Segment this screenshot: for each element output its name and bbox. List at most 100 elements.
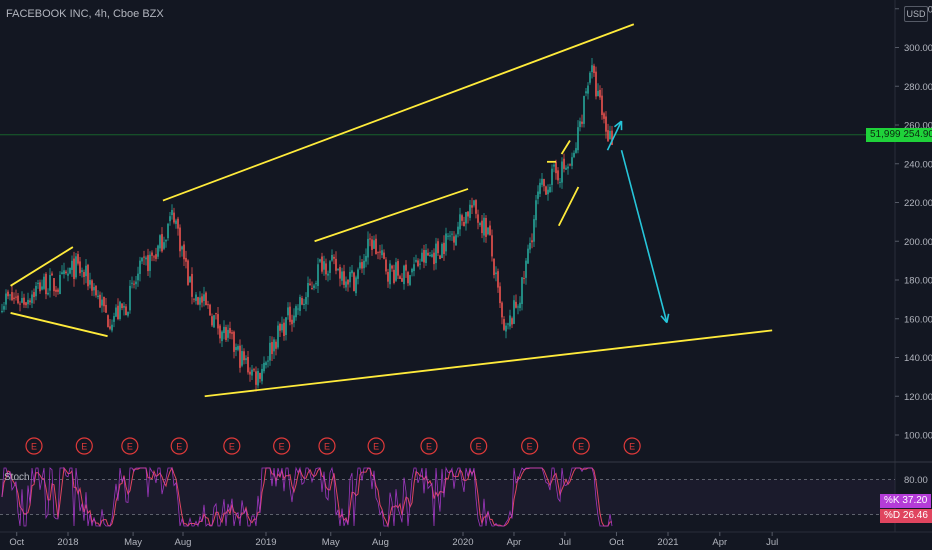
candle-body xyxy=(407,272,409,284)
candle-body xyxy=(447,235,449,237)
candle-body xyxy=(445,233,447,252)
candle-body xyxy=(311,288,313,290)
candle-body xyxy=(459,214,461,230)
candle-body xyxy=(121,303,123,309)
candle-body xyxy=(405,264,407,271)
earnings-marker-5 xyxy=(273,437,291,455)
candle-body xyxy=(481,220,483,234)
candle-body xyxy=(185,257,187,262)
candle-body xyxy=(47,292,49,295)
candle-body xyxy=(251,369,253,376)
candle-body xyxy=(533,219,535,242)
earnings-marker-0 xyxy=(25,437,43,455)
candle-body xyxy=(31,294,33,304)
candle-body xyxy=(289,306,291,322)
candle-body xyxy=(487,227,489,235)
candle-body xyxy=(247,357,249,373)
candle-body xyxy=(303,303,305,306)
trendline-7 xyxy=(557,186,580,227)
candle-body xyxy=(573,152,575,158)
candle-layer xyxy=(1,58,613,392)
candle-body xyxy=(265,362,267,366)
candle-body xyxy=(437,241,439,254)
candle-body xyxy=(497,271,499,288)
candle-body xyxy=(467,211,469,217)
candle-body xyxy=(589,72,591,83)
candle-body xyxy=(363,260,365,269)
candle-body xyxy=(19,303,21,305)
candle-body xyxy=(109,326,111,329)
time-label-4: 2019 xyxy=(255,537,276,548)
candle-body xyxy=(55,289,57,292)
price-tick-label-10: 300.00 xyxy=(904,43,932,54)
candle-body xyxy=(455,235,457,246)
trendline-4 xyxy=(314,188,469,243)
earnings-marker-10 xyxy=(521,437,539,455)
candle-body xyxy=(33,292,35,298)
candle-body xyxy=(365,255,367,262)
candle-body xyxy=(199,297,201,305)
candle-body xyxy=(457,226,459,235)
currency-button[interactable]: USD xyxy=(904,6,928,22)
candle-body xyxy=(203,294,205,302)
candle-body xyxy=(451,233,453,235)
candle-body xyxy=(301,298,303,305)
candle-body xyxy=(403,265,405,285)
candle-body xyxy=(597,90,599,97)
projection-arrowhead-1-0 xyxy=(666,313,670,323)
earnings-marker-label-4: E xyxy=(229,442,235,452)
candle-body xyxy=(503,319,505,330)
candle-body xyxy=(409,275,411,285)
candle-body xyxy=(171,209,173,216)
time-label-2: May xyxy=(124,537,142,548)
stoch-layer xyxy=(0,466,895,528)
candle-body xyxy=(475,200,477,214)
time-label-11: 2021 xyxy=(657,537,678,548)
candle-body xyxy=(79,261,81,274)
candle-body xyxy=(531,240,533,243)
candle-body xyxy=(295,306,297,318)
candle-body xyxy=(549,186,551,193)
candle-body xyxy=(577,127,579,151)
stoch-indicator-label[interactable]: Stoch xyxy=(4,472,30,483)
candle-body xyxy=(237,346,239,350)
earnings-marker-1 xyxy=(75,437,93,455)
candle-body xyxy=(461,215,463,221)
candle-body xyxy=(119,301,121,319)
candle-body xyxy=(259,372,261,379)
candle-body xyxy=(367,238,369,258)
candle-body xyxy=(59,274,61,295)
price-tick-label-9: 280.00 xyxy=(904,82,932,93)
price-tick-label-8: 260.00 xyxy=(904,121,932,132)
candle-body xyxy=(483,217,485,236)
candle-body xyxy=(327,273,329,276)
trendline-6 xyxy=(560,140,571,155)
candle-body xyxy=(477,214,479,223)
candle-body xyxy=(317,264,319,286)
candle-body xyxy=(39,282,41,292)
candle-body xyxy=(389,263,391,285)
candle-body xyxy=(151,252,153,256)
time-label-13: Jul xyxy=(766,537,778,548)
candle-body xyxy=(53,278,55,292)
candle-body xyxy=(139,260,141,274)
candle-body xyxy=(249,371,251,375)
candle-body xyxy=(143,256,145,258)
candle-body xyxy=(147,255,149,272)
candle-body xyxy=(393,269,395,283)
candle-body xyxy=(263,362,265,372)
stoch-level-label-0: 80.00 xyxy=(904,475,928,486)
candle-body xyxy=(65,271,67,274)
stoch-d-value: 26.46 xyxy=(902,510,928,521)
candle-body xyxy=(93,287,95,291)
candle-body xyxy=(177,218,179,229)
candle-body xyxy=(135,281,137,285)
candle-body xyxy=(401,278,403,282)
candle-body xyxy=(35,285,37,297)
candle-body xyxy=(489,225,491,235)
candle-body xyxy=(41,286,43,290)
candle-body xyxy=(127,312,129,316)
candle-body xyxy=(413,264,415,272)
candle-body xyxy=(605,116,607,132)
